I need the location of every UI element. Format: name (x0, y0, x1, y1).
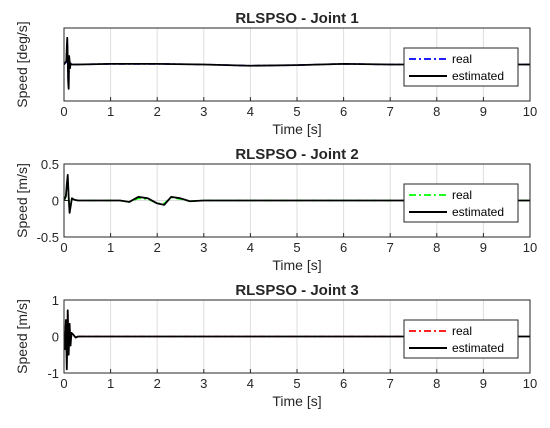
plot-title: RLSPSO - Joint 1 (235, 10, 358, 27)
x-tick-label: 4 (247, 376, 254, 391)
x-tick-label: 8 (433, 104, 440, 119)
x-tick-label: 5 (293, 240, 300, 255)
x-tick-label: 10 (523, 376, 537, 391)
y-axis-label: Speed [m/s] (14, 163, 30, 238)
x-tick-label: 4 (247, 240, 254, 255)
y-axis-label: Speed [m/s] (14, 299, 30, 374)
x-axis-label: Time [s] (272, 257, 321, 273)
series-line-estimated (64, 309, 530, 371)
x-tick-label: 7 (387, 376, 394, 391)
x-tick-label: 0 (60, 240, 67, 255)
y-tick-label: -1 (47, 366, 59, 381)
x-tick-label: 2 (154, 104, 161, 119)
legend-box (403, 183, 519, 223)
legend-label: real (452, 188, 472, 202)
plot-title: RLSPSO - Joint 2 (235, 146, 358, 163)
x-tick-label: 10 (523, 104, 537, 119)
axes-frame (63, 163, 531, 238)
subplot-1: 0 1 2 3 4 5 6 7 8 9 10 RLSPSO - Joint 1 Time [s] Spee… (14, 10, 537, 137)
x-tick-label: 9 (480, 104, 487, 119)
legend-label: real (452, 52, 472, 66)
x-tick-label: 0 (60, 104, 67, 119)
x-tick-label: 5 (293, 376, 300, 391)
x-tick-label: 4 (247, 104, 254, 119)
y-tick-label: -0.5 (37, 230, 59, 245)
x-tick-label: 0 (60, 376, 67, 391)
y-tick-label: 0.5 (41, 157, 59, 172)
series-line-estimated (64, 174, 530, 214)
legend-box (403, 319, 519, 359)
y-tick-label: 1 (52, 293, 59, 308)
y-tick-label: 0 (52, 194, 59, 209)
x-tick-label: 7 (387, 104, 394, 119)
legend-label: real (452, 324, 472, 338)
x-tick-label: 2 (154, 240, 161, 255)
legend-label: estimated (452, 205, 504, 219)
x-tick-label: 1 (107, 240, 114, 255)
x-tick-label: 9 (480, 240, 487, 255)
x-tick-label: 6 (340, 240, 347, 255)
y-axis-label: Speed [deg/s] (14, 21, 30, 107)
x-tick-label: 5 (293, 104, 300, 119)
legend-label: estimated (452, 69, 504, 83)
x-axis-label: Time [s] (272, 121, 321, 137)
x-tick-label: 7 (387, 240, 394, 255)
x-tick-label: 1 (107, 104, 114, 119)
legend-box (403, 47, 519, 87)
legend: real estimated (403, 183, 519, 223)
y-tick-label: 0 (52, 330, 59, 345)
x-tick-label: 8 (433, 240, 440, 255)
x-tick-label: 6 (340, 376, 347, 391)
x-tick-label: 6 (340, 104, 347, 119)
axes-frame (63, 27, 531, 102)
legend: real estimated (403, 319, 519, 359)
plot-title: RLSPSO - Joint 3 (235, 282, 358, 299)
series-line-estimated (64, 36, 530, 90)
x-tick-label: 2 (154, 376, 161, 391)
x-tick-label: 3 (200, 376, 207, 391)
x-tick-label: 1 (107, 376, 114, 391)
legend: real estimated (403, 47, 519, 87)
x-tick-label: 3 (200, 240, 207, 255)
x-tick-label: 8 (433, 376, 440, 391)
axes-frame (63, 299, 531, 374)
x-tick-label: 9 (480, 376, 487, 391)
x-tick-label: 10 (523, 240, 537, 255)
x-axis-label: Time [s] (272, 393, 321, 409)
x-tick-label: 3 (200, 104, 207, 119)
legend-label: estimated (452, 341, 504, 355)
